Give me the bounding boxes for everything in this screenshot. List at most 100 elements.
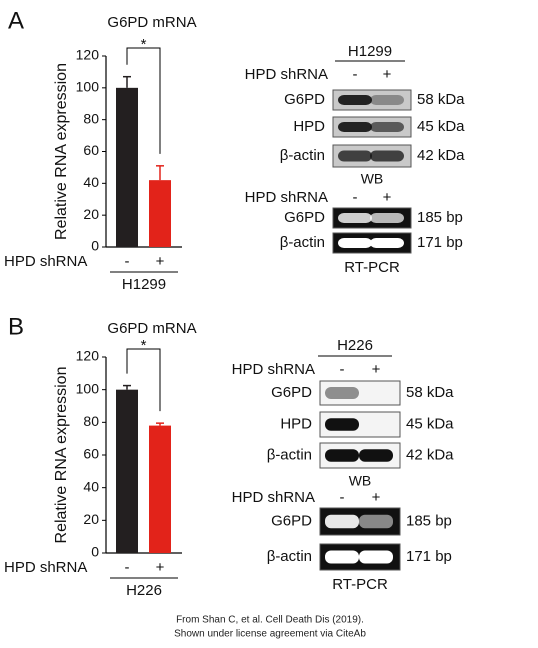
- row-label: G6PD: [271, 384, 312, 401]
- size-label: 45 kDa: [406, 415, 454, 432]
- size-label: 171 bp: [417, 234, 463, 251]
- x-tick-label: -: [125, 559, 130, 576]
- caption: From Shan C, et al. Cell Death Dis (2019…: [176, 615, 364, 626]
- significance: *: [141, 36, 147, 53]
- x-axis-label: H1299: [122, 276, 166, 293]
- band: [338, 150, 372, 162]
- significance-bracket: [126, 47, 161, 154]
- bar: [149, 425, 171, 553]
- row-label: G6PD: [284, 209, 325, 226]
- method-label: RT-PCR: [332, 576, 388, 593]
- y-tick-label: 120: [76, 348, 100, 364]
- method-label: RT-PCR: [344, 259, 400, 276]
- error-bar: [123, 384, 131, 390]
- error-bar: [156, 422, 164, 426]
- band: [325, 418, 359, 431]
- lane-label: -: [353, 66, 358, 83]
- y-tick-label: 40: [83, 174, 99, 190]
- y-tick-label: 60: [83, 142, 99, 158]
- band: [325, 387, 359, 399]
- row-label: β-actin: [267, 446, 312, 463]
- lane-label: +: [372, 489, 381, 506]
- row-label: G6PD: [284, 91, 325, 108]
- size-label: 185 bp: [406, 512, 452, 529]
- blot-box: [319, 380, 401, 406]
- size-label: 42 kDa: [406, 446, 454, 463]
- shrna-label: HPD shRNA: [245, 189, 328, 206]
- significance-bracket: [126, 348, 161, 412]
- bar: [116, 389, 138, 553]
- row-label: β-actin: [267, 548, 312, 565]
- x-tick-label: +: [156, 559, 165, 576]
- y-tick-label: 20: [83, 511, 99, 527]
- band: [338, 122, 372, 132]
- x-tick-label: -: [125, 253, 130, 270]
- lane-label: +: [383, 189, 392, 206]
- x-tick-label: +: [156, 253, 165, 270]
- lane-label: +: [383, 66, 392, 83]
- size-label: 171 bp: [406, 548, 452, 565]
- panel-letter: B: [8, 313, 24, 340]
- band: [359, 449, 393, 462]
- row-label: HPD: [293, 118, 325, 135]
- lane-label: -: [353, 189, 358, 206]
- size-label: 42 kDa: [417, 147, 465, 164]
- band: [359, 514, 393, 529]
- significance: *: [141, 337, 147, 354]
- band: [370, 122, 404, 132]
- y-tick-label: 0: [91, 544, 99, 560]
- caption: Shown under license agreement via CiteAb: [174, 629, 366, 640]
- y-axis-label: Relative RNA expression: [53, 63, 70, 240]
- band: [338, 238, 372, 248]
- lane-label: +: [372, 361, 381, 378]
- row-label: β-actin: [280, 234, 325, 251]
- y-tick-label: 120: [76, 47, 100, 63]
- row-label: β-actin: [280, 147, 325, 164]
- chart-title: G6PD mRNA: [107, 14, 196, 31]
- band: [370, 213, 404, 223]
- lane-label: -: [340, 489, 345, 506]
- shrna-label: HPD shRNA: [232, 489, 315, 506]
- error-bar: [123, 75, 131, 88]
- y-tick-label: 20: [83, 206, 99, 222]
- y-tick-label: 100: [76, 79, 100, 95]
- shrna-label: HPD shRNA: [232, 361, 315, 378]
- y-tick-label: 40: [83, 478, 99, 494]
- y-tick-label: 80: [83, 413, 99, 429]
- band: [359, 550, 393, 564]
- band: [338, 95, 372, 105]
- band: [325, 514, 359, 529]
- cell-line: H226: [337, 337, 373, 354]
- cell-line: H1299: [348, 43, 392, 60]
- group-label: HPD shRNA: [4, 559, 87, 576]
- size-label: 185 bp: [417, 209, 463, 226]
- error-bar: [156, 165, 164, 181]
- lane-label: -: [340, 361, 345, 378]
- chart-title: G6PD mRNA: [107, 320, 196, 337]
- shrna-label: HPD shRNA: [245, 66, 328, 83]
- y-axis-label: Relative RNA expression: [53, 367, 70, 544]
- size-label: 58 kDa: [406, 384, 454, 401]
- size-label: 58 kDa: [417, 91, 465, 108]
- band: [338, 213, 372, 223]
- size-label: 45 kDa: [417, 118, 465, 135]
- band: [325, 449, 359, 462]
- panel-letter: A: [8, 7, 24, 34]
- band: [370, 238, 404, 248]
- group-label: HPD shRNA: [4, 253, 87, 270]
- band: [370, 95, 404, 105]
- method-label: WB: [361, 171, 384, 187]
- row-label: HPD: [280, 415, 312, 432]
- y-tick-label: 80: [83, 110, 99, 126]
- y-tick-label: 0: [91, 238, 99, 254]
- band: [325, 550, 359, 564]
- row-label: G6PD: [271, 512, 312, 529]
- band: [370, 150, 404, 162]
- y-tick-label: 100: [76, 380, 100, 396]
- bar: [149, 180, 171, 247]
- y-tick-label: 60: [83, 446, 99, 462]
- bar: [116, 87, 138, 247]
- method-label: WB: [349, 473, 372, 489]
